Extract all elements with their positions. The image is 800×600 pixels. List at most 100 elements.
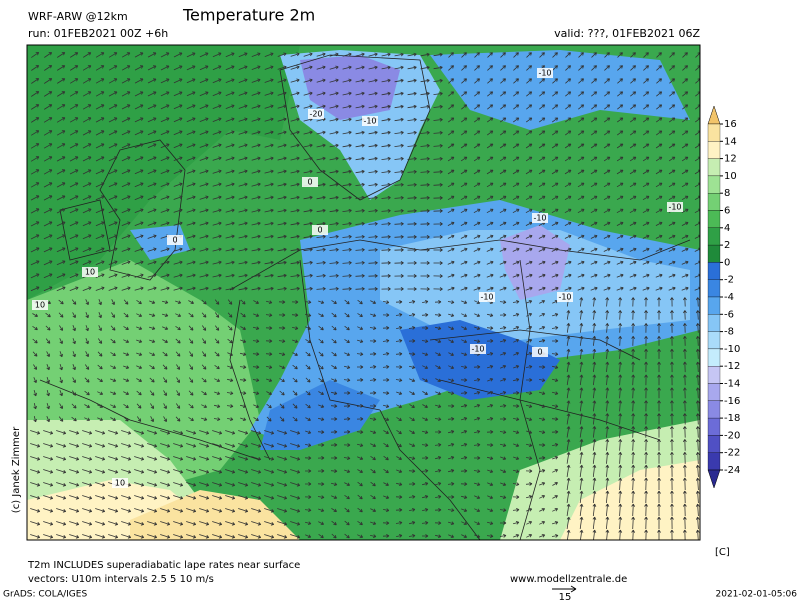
wind-arrow <box>32 325 38 331</box>
wind-arrow <box>681 130 689 136</box>
wind-arrow <box>605 451 610 464</box>
wind-arrow <box>447 443 455 447</box>
wind-arrow <box>486 195 494 201</box>
wind-arrow <box>251 169 261 174</box>
wind-arrow <box>43 482 54 487</box>
wind-arrow <box>108 260 118 265</box>
wind-arrow <box>186 495 197 500</box>
wind-arrow <box>381 221 391 226</box>
wind-arrow <box>461 508 468 512</box>
wind-arrow <box>33 364 37 370</box>
wind-arrow <box>199 430 210 435</box>
wind-arrow <box>383 482 389 486</box>
wind-arrow <box>175 351 181 357</box>
wind-arrow <box>175 416 181 422</box>
wind-arrow <box>381 274 391 278</box>
wind-arrow <box>277 456 288 461</box>
contour-label-box <box>537 68 553 78</box>
wind-arrow <box>199 260 209 265</box>
wind-arrow <box>30 182 40 188</box>
wind-arrow <box>43 169 53 175</box>
wind-arrow <box>525 352 533 356</box>
wind-arrow <box>264 78 274 83</box>
wind-arrow <box>473 469 481 473</box>
wind-arrow <box>631 490 636 504</box>
wind-arrow <box>433 78 443 83</box>
wind-arrow <box>618 297 623 307</box>
wind-arrow <box>682 439 687 451</box>
wind-arrow <box>657 400 661 412</box>
wind-arrow <box>56 430 67 435</box>
wind-arrow <box>33 377 37 384</box>
wind-arrow <box>30 156 40 162</box>
wind-arrow <box>30 234 40 240</box>
wind-arrow <box>538 117 546 123</box>
wind-arrow <box>134 273 144 278</box>
wind-arrow <box>355 195 365 200</box>
wind-arrow <box>277 443 288 448</box>
wind-arrow <box>473 117 481 123</box>
wind-arrow <box>512 156 520 162</box>
wind-arrow <box>278 326 286 330</box>
wind-arrow <box>566 477 571 490</box>
wind-arrow <box>44 52 53 58</box>
wind-arrow <box>264 234 274 239</box>
wind-arrow <box>108 169 118 175</box>
wind-arrow <box>43 495 54 500</box>
wind-arrow <box>500 456 507 460</box>
wind-arrow <box>305 534 312 538</box>
hot-area <box>130 490 300 540</box>
wind-arrow <box>616 182 624 188</box>
very-cold-area <box>300 55 400 120</box>
wind-arrow <box>252 365 260 369</box>
contour-label-box <box>302 177 318 187</box>
wind-arrow <box>199 169 209 174</box>
wind-arrow <box>512 234 520 239</box>
wind-arrow <box>95 78 105 84</box>
wind-arrow <box>305 339 311 343</box>
wind-arrow <box>212 247 222 252</box>
wind-arrow <box>134 195 144 201</box>
wind-arrow <box>342 234 352 239</box>
wind-arrow <box>394 234 404 239</box>
wind-arrow <box>69 534 80 539</box>
wind-arrow <box>85 338 89 345</box>
wind-arrow <box>342 195 352 200</box>
wind-arrow <box>447 130 455 136</box>
wind-arrow <box>525 234 533 239</box>
wind-arrow <box>420 248 430 252</box>
wind-arrow <box>355 130 365 135</box>
wind-arrow <box>318 391 324 395</box>
wind-arrow <box>82 521 93 526</box>
wind-arrow <box>552 65 558 71</box>
wind-arrow <box>318 533 324 539</box>
wind-arrow <box>43 534 54 539</box>
wind-arrow <box>82 104 92 110</box>
wind-arrow <box>95 208 105 214</box>
wind-arrow <box>264 430 275 435</box>
wind-arrow <box>82 91 92 97</box>
wind-arrow <box>670 451 674 464</box>
wind-arrow <box>590 182 598 188</box>
wind-arrow <box>499 130 507 136</box>
wind-arrow <box>643 65 649 71</box>
wind-arrow <box>590 169 598 175</box>
wind-arrow <box>186 52 196 58</box>
wind-arrow <box>381 156 391 161</box>
wind-arrow <box>448 339 454 343</box>
wind-arrow <box>225 130 235 135</box>
wind-arrow <box>265 352 273 356</box>
wind-arrow <box>368 195 378 200</box>
wind-arrow <box>329 78 339 83</box>
wind-arrow <box>566 400 571 412</box>
wind-arrow <box>227 352 233 356</box>
wind-arrow <box>642 286 650 291</box>
wind-arrow <box>344 533 350 539</box>
wind-arrow <box>512 130 520 136</box>
wind-arrow <box>160 534 171 539</box>
wind-arrow <box>435 365 441 369</box>
colorbar-tick-label: 12 <box>724 154 737 165</box>
wind-arrow <box>342 286 352 291</box>
wind-arrow <box>147 534 158 539</box>
wind-arrow <box>382 378 390 382</box>
